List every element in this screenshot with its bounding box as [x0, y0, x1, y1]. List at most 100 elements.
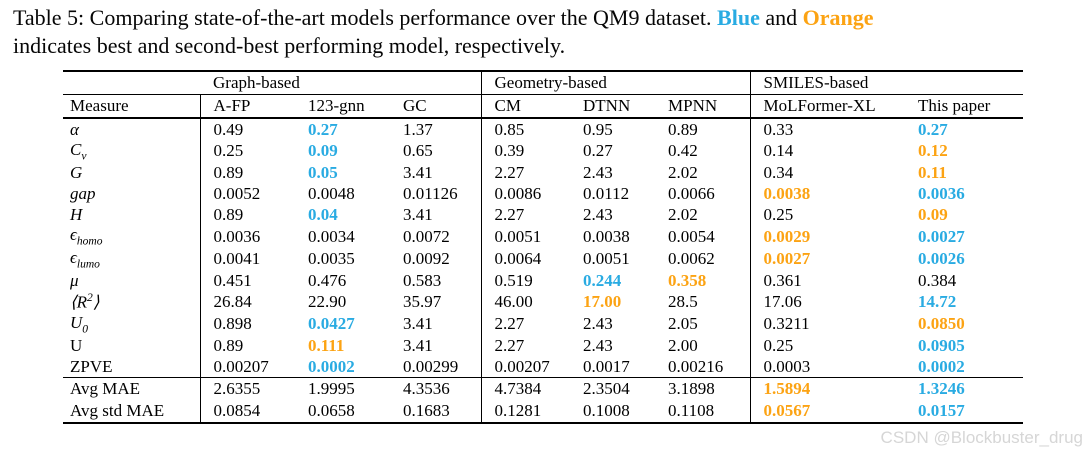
measure-label: ϵhomo	[70, 225, 103, 248]
value-cell: 0.00216	[668, 356, 724, 376]
value-cell: 0.0567	[749, 400, 906, 425]
value-cell: 0.361	[749, 270, 906, 292]
table-row: G 0.89 0.05 3.41 2.27 2.43 2.02 0.34 0.11	[63, 162, 1023, 184]
value-cell: 0.0064	[480, 247, 571, 271]
caption-blue-word: Blue	[717, 5, 760, 30]
value-cell: 0.0035	[308, 248, 355, 268]
value-cell: 2.05	[668, 314, 698, 334]
value-cell: 14.72	[918, 292, 957, 311]
value-cell: 0.01126	[403, 183, 458, 203]
csdn-watermark: CSDN @Blockbuster_drug	[880, 428, 1083, 447]
group-header-smiles-based: SMILES-based	[749, 70, 1024, 95]
value-cell: 0.451	[199, 270, 295, 292]
measure-label: ϵlumo	[70, 247, 100, 271]
value-cell: 0.39	[480, 140, 571, 163]
table-row: μ 0.451 0.476 0.583 0.519 0.244 0.358 0.361 0.38…	[63, 270, 1023, 292]
value-cell: 0.358	[668, 270, 707, 290]
table-row: U0 0.898 0.0427 3.41 2.27 2.43 2.05 0.3211 0.085…	[63, 312, 1023, 336]
measure-label: U0	[70, 312, 89, 336]
caption-text-mid: and	[759, 5, 803, 30]
table-row: gap 0.0052 0.0048 0.01126 0.0086 0.0112 0.0066…	[63, 183, 1023, 205]
group-header-geometry-based: Geometry-based	[480, 70, 751, 95]
value-cell: 2.02	[668, 162, 698, 182]
value-cell: 0.27	[918, 119, 948, 139]
value-cell: 0.42	[668, 141, 698, 161]
value-cell: 0.09	[918, 204, 948, 224]
value-cell: 2.27	[480, 162, 571, 184]
value-cell: 0.0066	[668, 183, 715, 203]
table-row: ϵlumo 0.0041 0.0035 0.0092 0.0064 0.0051 0.006…	[63, 247, 1023, 271]
value-cell: 4.3536	[390, 377, 482, 401]
value-cell: 0.33	[749, 118, 906, 140]
value-cell: 0.25	[199, 140, 295, 163]
value-cell: 0.34	[749, 162, 906, 184]
table-caption: Table 5: Comparing state-of-the-art mode…	[13, 4, 1085, 60]
value-cell: 0.111	[308, 335, 345, 355]
value-cell: 0.244	[583, 270, 622, 290]
value-cell: 2.6355	[199, 377, 295, 401]
value-cell: 0.384	[918, 270, 957, 290]
value-cell: 0.0092	[403, 248, 450, 268]
table-row: Avg std MAE 0.0854 0.0658 0.1683 0.1281 0.100…	[63, 400, 1024, 425]
value-cell: 0.89	[199, 204, 295, 226]
value-cell: 0.89	[668, 119, 698, 139]
value-cell: 0.519	[480, 270, 571, 292]
value-cell: 1.3246	[905, 377, 1024, 401]
value-cell: 0.0086	[480, 183, 571, 205]
value-cell: 0.0854	[199, 400, 295, 425]
measure-label: ZPVE	[70, 356, 113, 376]
value-cell: 0.11	[918, 162, 947, 182]
value-cell: 3.41	[403, 162, 433, 182]
value-cell: 0.0112	[583, 183, 630, 203]
column-header-measure: Measure	[63, 94, 200, 119]
value-cell: 22.90	[308, 292, 347, 311]
column-header-afp: A-FP	[199, 94, 295, 119]
column-header-123gnn: 123-gnn	[295, 94, 390, 119]
value-cell: 0.12	[918, 141, 948, 161]
value-cell: 0.0034	[308, 226, 355, 246]
value-cell: 28.5	[668, 292, 698, 311]
value-cell: 1.5894	[749, 377, 906, 401]
value-cell: 0.14	[749, 140, 906, 163]
table-row: U 0.89 0.111 3.41 2.27 2.43 2.00 0.25 0.0905	[63, 335, 1023, 357]
value-cell: 0.05	[308, 162, 338, 182]
value-cell: 2.02	[668, 204, 698, 224]
value-cell: 0.0850	[918, 314, 965, 334]
value-cell: 0.27	[308, 119, 338, 139]
value-cell: 0.0036	[199, 225, 295, 248]
value-cell: 0.0062	[668, 248, 715, 268]
value-cell: 0.1008	[570, 400, 656, 425]
value-cell: 0.0048	[308, 183, 355, 203]
value-cell: 0.0002	[308, 356, 355, 376]
value-cell: 2.27	[480, 204, 571, 226]
value-cell: 0.89	[199, 335, 295, 357]
value-cell: 0.95	[583, 119, 613, 139]
value-cell: 46.00	[480, 291, 571, 313]
column-header-dtnn: DTNN	[570, 94, 656, 119]
measure-label: ⟨R2⟩	[70, 291, 100, 312]
table-row: ZPVE 0.00207 0.0002 0.00299 0.00207 0.0017 0.0…	[63, 356, 1023, 378]
value-cell: 0.0029	[749, 225, 906, 248]
measure-label: gap	[70, 183, 96, 203]
value-cell: 0.0427	[308, 314, 355, 334]
value-cell: 0.49	[199, 118, 295, 140]
value-cell: 17.06	[749, 291, 906, 313]
results-table: Graph-based Geometry-based SMILES-based …	[63, 70, 1024, 425]
column-header-row: Measure A-FP 123-gnn GC CM DTNN MPNN MoL…	[63, 94, 1024, 119]
value-cell: 0.85	[480, 118, 571, 140]
table-row: ϵhomo 0.0036 0.0034 0.0072 0.0051 0.0038 0.005…	[63, 225, 1023, 248]
value-cell: 1.9995	[295, 377, 390, 401]
value-cell: 0.1281	[480, 400, 571, 425]
value-cell: 0.04	[308, 204, 338, 224]
measure-label: Avg MAE	[63, 377, 200, 401]
value-cell: 0.0041	[199, 247, 295, 271]
value-cell: 0.25	[749, 335, 906, 357]
value-cell: 0.00207	[480, 356, 571, 378]
value-cell: 0.0036	[918, 183, 965, 203]
value-cell: 0.0052	[199, 183, 295, 205]
value-cell: 3.1898	[655, 377, 751, 401]
column-header-thispaper: This paper	[905, 94, 1024, 119]
table-row: α 0.49 0.27 1.37 0.85 0.95 0.89 0.33 0.27	[63, 118, 1023, 140]
value-cell: 0.0038	[749, 183, 906, 205]
value-cell: 35.97	[403, 292, 442, 311]
